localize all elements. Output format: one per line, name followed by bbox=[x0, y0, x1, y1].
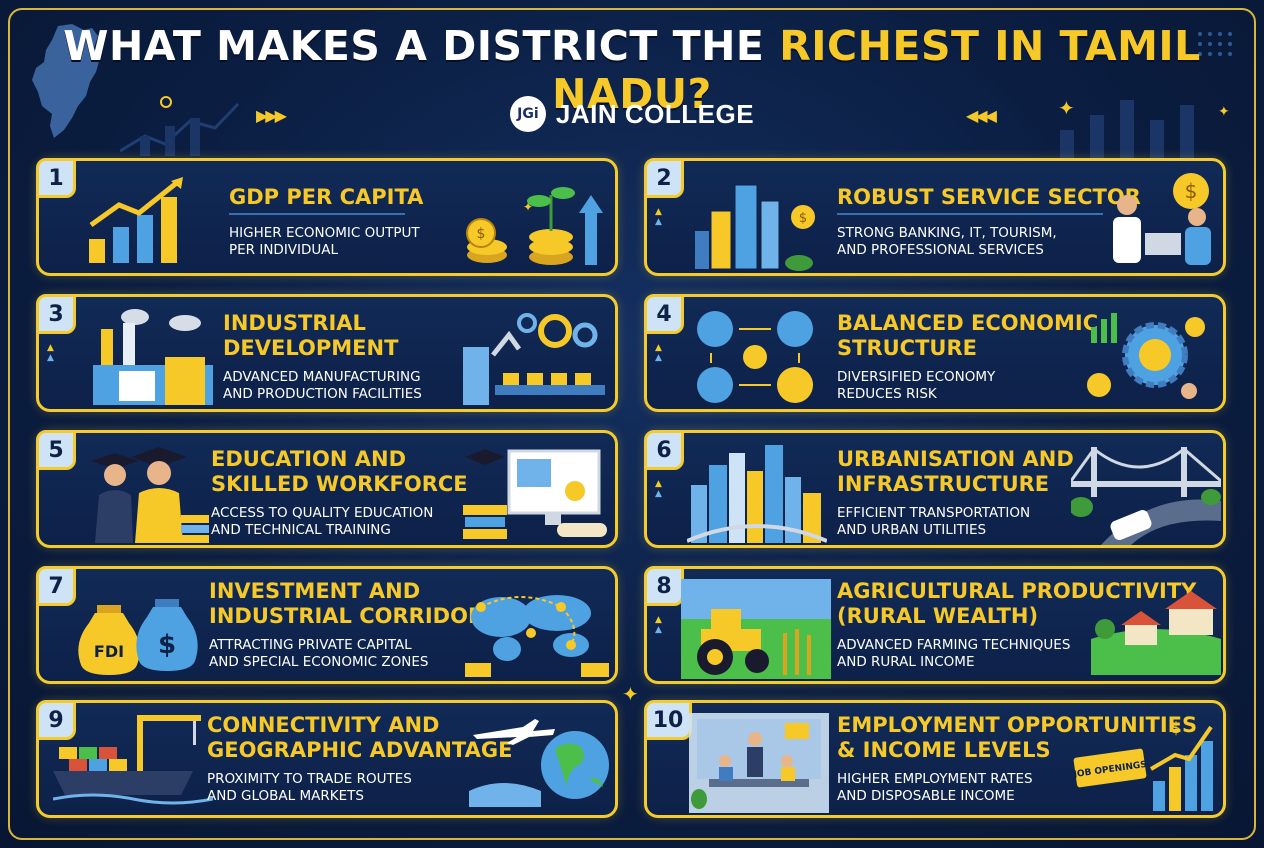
card-connectivity-geographic-advantage: 9 CONNECTIVITY AND GEOGRAPHIC ADVANTAGE P… bbox=[36, 700, 618, 818]
page-title: WHAT MAKES A DISTRICT THE RICHEST IN TAM… bbox=[63, 22, 1201, 118]
outer-frame bbox=[8, 8, 1256, 840]
card-description: ATTRACTING PRIVATE CAPITAL AND SPECIAL EC… bbox=[209, 637, 429, 670]
card-number-badge: 4 bbox=[644, 294, 684, 334]
graduates-icon bbox=[91, 447, 209, 543]
background-chart-decoration bbox=[120, 102, 240, 156]
svg-text:$: $ bbox=[477, 226, 486, 242]
card-title: AGRICULTURAL PRODUCTIVITY (RURAL WEALTH) bbox=[837, 579, 1197, 628]
card-number-badge: 10 bbox=[644, 700, 692, 740]
card-number-badge: 8 bbox=[644, 566, 684, 606]
svg-text:$: $ bbox=[799, 211, 807, 226]
tamil-nadu-map-icon bbox=[32, 24, 100, 138]
svg-text:$: $ bbox=[1185, 179, 1198, 203]
sparkle-icon: ✦ bbox=[1218, 104, 1230, 120]
card-urbanisation-infrastructure: 6 ▲ ▲ URBANISATION AND INFRASTRUCTURE EFFI… bbox=[644, 430, 1226, 548]
card-description: EFFICIENT TRANSPORTATION AND URBAN UTILIT… bbox=[837, 505, 1031, 538]
triangle-markers-icon: ▲ ▲ bbox=[655, 479, 662, 499]
page-title-highlight: RICHEST IN TAMIL NADU? bbox=[552, 22, 1201, 118]
card-description: ACCESS TO QUALITY EDUCATION AND TECHNICAL… bbox=[211, 505, 434, 538]
coins-plant-icon: $ ✦ bbox=[466, 187, 603, 265]
brand: JGi JAIN COLLEGE bbox=[0, 96, 1264, 132]
svg-text:✦: ✦ bbox=[523, 200, 533, 214]
money-bags-icon: FDI $ bbox=[78, 599, 198, 675]
card-employment-opportunities: 10 EMPLOYMENT OPPORTUNITIES & INCOME LEVE… bbox=[644, 700, 1226, 818]
triangle-markers-icon: ▲ ▲ bbox=[47, 343, 54, 363]
card-title: GDP PER CAPITA bbox=[229, 185, 424, 209]
sparkle-icon: ✦ bbox=[1058, 96, 1075, 120]
card-number-badge: 9 bbox=[36, 700, 76, 740]
gear-chart-icon bbox=[1087, 313, 1205, 399]
card-gdp-per-capita: 1 GDP PER CAPITA HIGHER ECONOMIC OUTPUT P… bbox=[36, 158, 618, 276]
factory-icon bbox=[93, 309, 213, 405]
sector-cycle-icon bbox=[697, 311, 813, 403]
job-openings-chart-icon: $ JOB OPENINGS bbox=[1072, 718, 1213, 811]
books-computer-certificate-icon bbox=[463, 449, 607, 539]
jgi-logo-icon: JGi bbox=[509, 96, 546, 132]
card-title: INDUSTRIAL DEVELOPMENT bbox=[223, 311, 399, 360]
card-title: BALANCED ECONOMIC STRUCTURE bbox=[837, 311, 1099, 360]
dollar-bag-label: $ bbox=[158, 630, 176, 660]
card-investment-industrial-corridors: 7 FDI $ INVESTMENT AND INDUSTRIAL CORRIDO… bbox=[36, 566, 618, 684]
skyscrapers-icon: $ bbox=[695, 184, 815, 271]
card-number-badge: 5 bbox=[36, 430, 76, 470]
card-title: INVESTMENT AND INDUSTRIAL CORRIDORS bbox=[209, 579, 500, 628]
card-description: ADVANCED FARMING TECHNIQUES AND RURAL INC… bbox=[837, 637, 1071, 670]
card-title: EMPLOYMENT OPPORTUNITIES & INCOME LEVELS bbox=[837, 713, 1198, 762]
bar-chart-arrow-icon bbox=[89, 177, 183, 263]
card-title: ROBUST SERVICE SECTOR bbox=[837, 185, 1141, 209]
professionals-laptop-icon: $ bbox=[1113, 173, 1211, 265]
background-chart-decoration-right bbox=[1060, 100, 1194, 160]
brand-name: JAIN COLLEGE bbox=[555, 98, 755, 129]
card-description: STRONG BANKING, IT, TOURISM, AND PROFESSI… bbox=[837, 225, 1057, 258]
card-title: EDUCATION AND SKILLED WORKFORCE bbox=[211, 447, 468, 496]
card-number-badge: 7 bbox=[36, 566, 76, 606]
title-underline bbox=[229, 213, 405, 215]
fdi-bag-label: FDI bbox=[94, 642, 124, 661]
triangle-markers-icon: ▲ ▲ bbox=[655, 615, 662, 635]
airplane-globe-icon bbox=[469, 719, 609, 807]
world-map-network-icon bbox=[465, 595, 609, 677]
card-number-badge: 1 bbox=[36, 158, 76, 198]
office-meeting-icon bbox=[689, 713, 829, 813]
card-balanced-economic-structure: 4 ▲ ▲ BALANCED ECONOMIC STRUCTURE DIVERSIF… bbox=[644, 294, 1226, 412]
card-robust-service-sector: 2 ▲ ▲ $ ROBUST SERVICE SECTOR STRONG BANK… bbox=[644, 158, 1226, 276]
card-description: DIVERSIFIED ECONOMY REDUCES RISK bbox=[837, 369, 996, 402]
card-description: HIGHER EMPLOYMENT RATES AND DISPOSABLE IN… bbox=[837, 771, 1033, 804]
dot-grid-decoration bbox=[1198, 32, 1232, 56]
ring-icon bbox=[160, 96, 172, 108]
card-number-badge: 2 bbox=[644, 158, 684, 198]
title-underline bbox=[837, 213, 1103, 215]
card-description: PROXIMITY TO TRADE ROUTES AND GLOBAL MARK… bbox=[207, 771, 412, 804]
triangle-markers-icon: ▲ ▲ bbox=[655, 207, 662, 227]
card-description: ADVANCED MANUFACTURING AND PRODUCTION FAC… bbox=[223, 369, 422, 402]
arrows-left-decoration: ◀◀◀ bbox=[966, 106, 997, 125]
arrows-right-decoration: ▶▶▶ bbox=[256, 106, 287, 125]
city-skyline-icon bbox=[687, 445, 827, 543]
triangle-markers-icon: ▲ ▲ bbox=[655, 343, 662, 363]
cargo-ship-crane-icon bbox=[53, 715, 213, 805]
sparkle-icon: ✦ bbox=[622, 682, 639, 706]
card-industrial-development: 3 ▲ ▲ INDUSTRIAL DEVELOPMENT ADVANCED MANU… bbox=[36, 294, 618, 412]
card-description: HIGHER ECONOMIC OUTPUT PER INDIVIDUAL bbox=[229, 225, 420, 258]
svg-text:$: $ bbox=[1171, 718, 1181, 737]
card-education-skilled-workforce: 5 EDUCATION AND SKILLED WORKFORCE ACCESS … bbox=[36, 430, 618, 548]
card-number-badge: 3 bbox=[36, 294, 76, 334]
bridge-metro-icon bbox=[1071, 446, 1221, 545]
card-agricultural-productivity: 8 ▲ ▲ AGRICULTURAL PRODUCTIVITY (RURAL WEA… bbox=[644, 566, 1226, 684]
card-title: URBANISATION AND INFRASTRUCTURE bbox=[837, 447, 1074, 496]
card-title: CONNECTIVITY AND GEOGRAPHIC ADVANTAGE bbox=[207, 713, 513, 762]
tractor-field-icon bbox=[681, 579, 831, 679]
robot-assembly-line-icon bbox=[463, 313, 605, 405]
farmhouses-icon bbox=[1091, 591, 1221, 675]
card-number-badge: 6 bbox=[644, 430, 684, 470]
